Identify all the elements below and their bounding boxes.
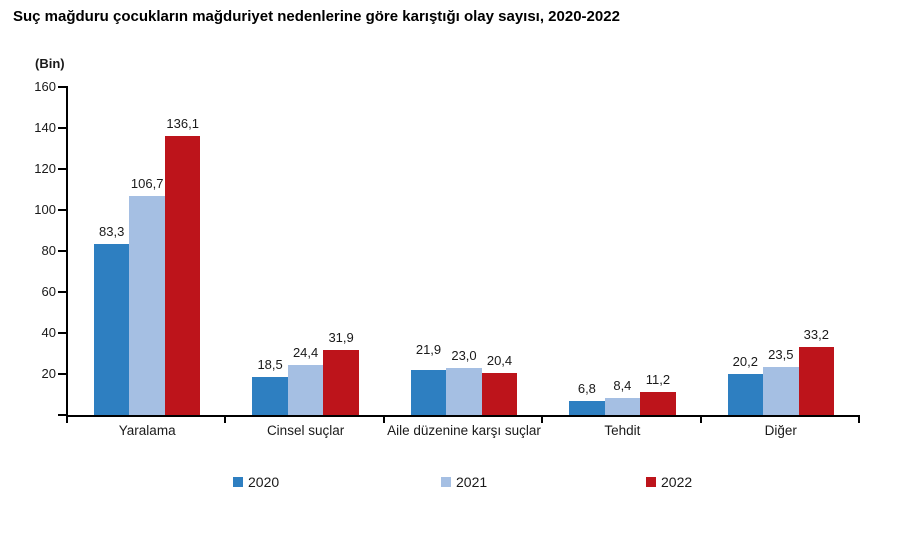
x-axis-tick bbox=[699, 417, 702, 423]
category-label: Diğer bbox=[764, 423, 797, 438]
y-axis-tick-label: 140 bbox=[34, 120, 56, 135]
legend-item-2020: 2020 bbox=[233, 474, 279, 490]
bar-2022-2 bbox=[323, 349, 359, 415]
y-axis-tick-label: 40 bbox=[41, 325, 56, 340]
bar-2021-3 bbox=[446, 367, 482, 415]
bar-value-label: 23,5 bbox=[768, 346, 794, 362]
x-axis-tick bbox=[541, 417, 544, 423]
bar-value-label: 6,8 bbox=[577, 381, 596, 397]
x-axis-tick bbox=[224, 417, 227, 423]
bar-value-label: 24,4 bbox=[292, 345, 319, 360]
bar-2022-4 bbox=[640, 392, 676, 415]
y-axis-tick-label: 100 bbox=[34, 202, 56, 217]
category-label: Aile düzenine karşı suçlar bbox=[387, 423, 541, 438]
category-label: Tehdit bbox=[604, 423, 641, 438]
y-axis-tick-label: 120 bbox=[34, 161, 56, 176]
y-axis-tick bbox=[58, 127, 66, 129]
legend-swatch-2021 bbox=[441, 477, 451, 487]
bar-2021-5 bbox=[763, 366, 799, 415]
bar-2020-1 bbox=[94, 244, 130, 415]
category-label: Cinsel suçlar bbox=[266, 423, 345, 438]
bar-2022-5 bbox=[798, 346, 835, 415]
y-axis-line bbox=[66, 86, 68, 417]
legend-label-2022: 2022 bbox=[661, 474, 693, 490]
y-axis-tick bbox=[58, 414, 66, 416]
y-axis-unit-label: (Bin) bbox=[35, 56, 65, 71]
x-axis-line bbox=[66, 415, 860, 417]
legend-label-2021: 2021 bbox=[456, 474, 488, 490]
bar-value-label: 23,0 bbox=[451, 347, 477, 363]
bar-value-label: 21,9 bbox=[415, 342, 442, 358]
bar-value-label: 136,1 bbox=[166, 116, 199, 131]
x-axis-tick bbox=[858, 417, 860, 423]
y-axis-tick bbox=[58, 168, 66, 170]
y-axis-tick bbox=[58, 332, 66, 334]
bar-value-label: 8,4 bbox=[613, 377, 632, 393]
y-axis-tick bbox=[58, 373, 66, 375]
y-axis-tick-label: 60 bbox=[41, 284, 56, 299]
bar-2020-3 bbox=[410, 370, 447, 415]
bar-2020-4 bbox=[569, 401, 605, 415]
legend-item-2022: 2022 bbox=[646, 474, 692, 490]
bar-2021-2 bbox=[287, 365, 324, 415]
y-axis-tick-label: 20 bbox=[41, 366, 56, 381]
bar-value-label: 31,9 bbox=[328, 329, 354, 345]
legend-swatch-2020 bbox=[233, 477, 243, 487]
bar-value-label: 20,2 bbox=[732, 353, 758, 369]
bar-value-label: 11,2 bbox=[645, 372, 671, 387]
bar-2022-1 bbox=[164, 136, 201, 415]
legend-swatch-2022 bbox=[646, 477, 656, 487]
chart-title: Suç mağduru çocukların mağduriyet nedenl… bbox=[13, 8, 620, 25]
y-axis-tick bbox=[58, 209, 66, 211]
x-axis-tick bbox=[382, 417, 385, 423]
y-axis-tick-label: 80 bbox=[41, 243, 56, 258]
legend-item-2021: 2021 bbox=[441, 474, 487, 490]
bar-2022-3 bbox=[481, 373, 518, 415]
bar-value-label: 33,2 bbox=[803, 326, 829, 342]
bar-2021-4 bbox=[604, 397, 641, 415]
bar-value-label: 106,7 bbox=[130, 176, 164, 192]
bar-value-label: 20,4 bbox=[486, 353, 513, 369]
legend-label-2020: 2020 bbox=[248, 474, 280, 490]
x-axis-tick bbox=[66, 417, 68, 423]
y-axis-tick bbox=[58, 291, 66, 293]
bar-2020-5 bbox=[727, 373, 764, 415]
category-label: Yaralama bbox=[118, 423, 176, 438]
y-axis-tick bbox=[58, 86, 66, 88]
bar-2021-1 bbox=[129, 196, 165, 415]
y-axis-tick bbox=[58, 250, 66, 252]
bar-value-label: 18,5 bbox=[257, 357, 283, 373]
bar-value-label: 83,3 bbox=[99, 224, 125, 240]
bar-2020-2 bbox=[252, 377, 288, 415]
y-axis-tick-label: 160 bbox=[34, 79, 56, 94]
